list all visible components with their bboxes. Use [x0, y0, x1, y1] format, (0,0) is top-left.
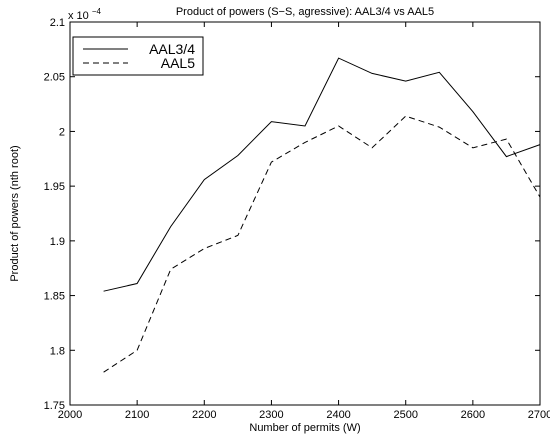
y-tick-label: 1.8: [50, 345, 65, 357]
legend-label: AAL3/4: [149, 41, 195, 57]
x-axis: 2000 2100 2200 2300 2400 2500 2600 2700: [58, 22, 550, 421]
legend-label: AAL5: [161, 55, 195, 71]
series-line-aal5: [103, 115, 541, 373]
y-axis-label: Product of powers (nth root): [9, 145, 21, 281]
x-tick-label: 2000: [58, 409, 82, 421]
series-line-aal34: [103, 57, 541, 292]
y-axis-exponent-base: x 10: [68, 10, 89, 22]
x-tick-label: 2400: [326, 409, 350, 421]
y-tick-label: 2.1: [50, 17, 65, 29]
x-axis-label: Number of permits (W): [249, 422, 360, 434]
y-tick-label: 2.05: [44, 72, 65, 84]
plot-frame: [69, 21, 541, 406]
y-tick-label: 2: [59, 126, 65, 138]
x-tick-label: 2200: [192, 409, 216, 421]
x-tick-label: 2600: [461, 409, 485, 421]
x-tick-label: 2300: [259, 409, 283, 421]
y-axis-exponent: x 10 −4: [68, 7, 102, 22]
legend-box: [72, 36, 204, 76]
plot-area: 2000 2100 2200 2300 2400 2500 2600 2700 1.75 1.8…: [44, 17, 550, 421]
chart-title: Product of powers (S−S, agressive): AAL3…: [176, 6, 434, 18]
x-tick-label: 2700: [528, 409, 550, 421]
series-lines: [103, 57, 541, 373]
y-tick-label: 1.9: [50, 236, 65, 248]
y-axis: 1.75 1.8 1.85 1.9 1.95 2 2.05 2.1: [44, 17, 540, 412]
y-tick-label: 1.95: [44, 181, 65, 193]
y-axis-exponent-power: −4: [92, 7, 102, 16]
y-tick-label: 1.85: [44, 291, 65, 303]
x-tick-label: 2100: [125, 409, 149, 421]
y-tick-label: 1.75: [44, 400, 65, 412]
x-tick-label: 2500: [393, 409, 417, 421]
